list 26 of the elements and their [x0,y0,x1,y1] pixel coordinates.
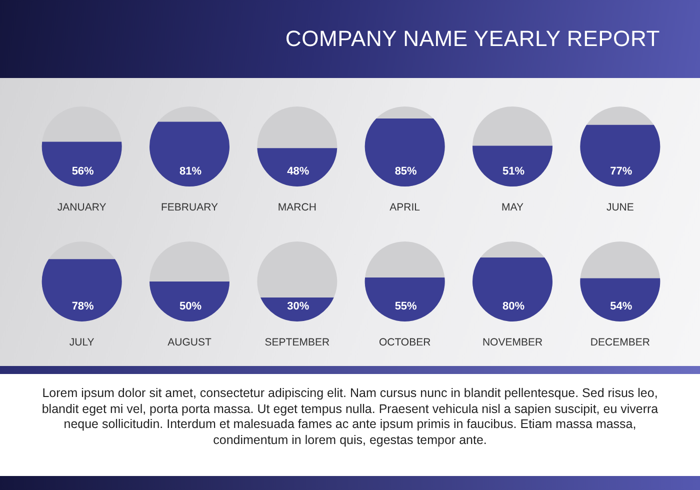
category-label: NOVEMBER [482,336,543,348]
category-label: MAY [502,202,524,214]
data-label: 51% [502,166,525,178]
category-label: JULY [69,336,94,348]
text: COMPANY NAME YEARLY REPORT [285,26,660,52]
data-label: 30% [287,300,310,312]
data-label: 77% [610,166,632,178]
data-label: 55% [394,300,418,312]
data-label: 80% [502,300,525,312]
text: Lorem ipsum dolor sit amet, consectetur adipiscing elit. Nam cursus nunc in blandit pellentesque. Sed risus leo, blandit eget mi vel, porta porta massa. Ut eget tempus nulla. Praesent vehicula nisl a sapien suscipit, eu viverra neque sollicitudin. Interdum et malesuada fames ac ante ipsum primis in faucibus. Etiam massa massa, condimentum in lorem quis, egestas tempor ante. [40,386,660,448]
data-label: 54% [610,300,632,312]
category-label: JANUARY [57,202,106,214]
category-label: FEBRUARY [161,202,218,214]
data-label: 56% [72,166,94,178]
category-label: JUNE [606,202,634,214]
category-label: SEPTEMBER [264,336,330,348]
data-label: 81% [179,166,202,178]
data-label: 50% [179,300,202,312]
category-label: AUGUST [168,336,212,348]
category-label: OCTOBER [378,336,432,348]
data-label: 78% [72,300,94,312]
data-label: 48% [287,166,310,178]
data-label: 85% [394,166,418,178]
category-label: MARCH [278,202,316,214]
category-label: DECEMBER [590,336,650,348]
category-label: APRIL [390,202,420,214]
